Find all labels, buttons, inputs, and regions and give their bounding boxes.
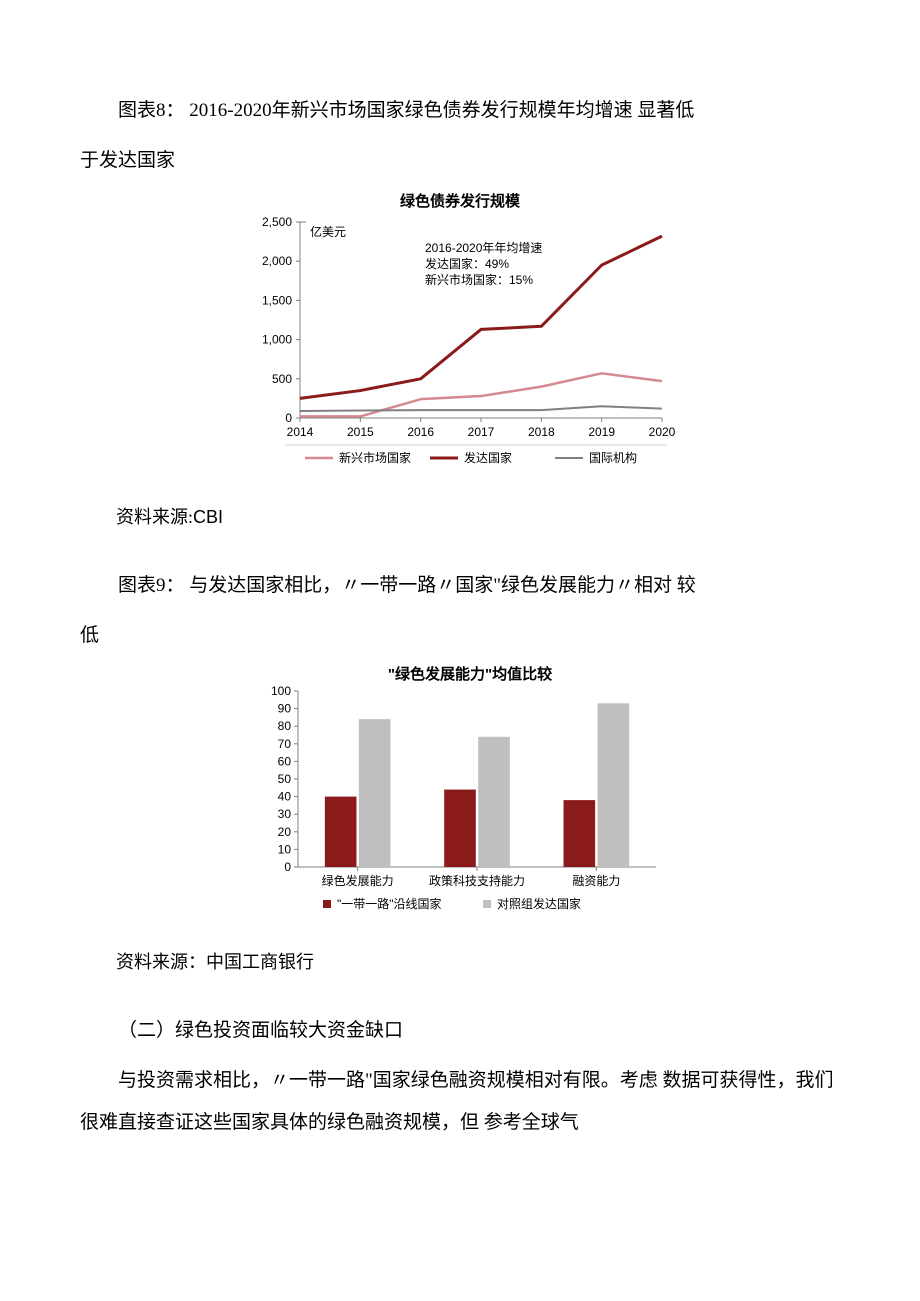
svg-text:40: 40 (278, 789, 292, 803)
source-label: 资料来源： (116, 952, 206, 972)
svg-text:"一带一路"沿线国家: "一带一路"沿线国家 (337, 896, 442, 911)
svg-text:新兴市场国家：15%: 新兴市场国家：15% (425, 272, 533, 287)
svg-text:对照组发达国家: 对照组发达国家 (497, 896, 581, 911)
svg-text:绿色发展能力: 绿色发展能力 (322, 873, 394, 888)
svg-text:亿美元: 亿美元 (310, 224, 346, 239)
source-label: 资料来源: (116, 507, 193, 527)
source-value: CBI (193, 507, 223, 527)
svg-text:2016: 2016 (407, 425, 434, 439)
document-page: 图表8： 2016-2020年新兴市场国家绿色债券发行规模年均增速 显著低 于发… (0, 0, 920, 1192)
figure8-chart-container: 绿色债券发行规模 0 500 1,000 1,500 2,000 2,500 亿美元 2016-… (80, 190, 840, 480)
svg-text:发达国家: 发达国家 (464, 450, 512, 465)
svg-text:0: 0 (285, 411, 292, 425)
svg-text:2018: 2018 (528, 425, 555, 439)
line-chart-green-bond-issuance: 绿色债券发行规模 0 500 1,000 1,500 2,000 2,500 亿美元 2016-… (240, 190, 680, 480)
svg-text:2015: 2015 (347, 425, 374, 439)
svg-text:10: 10 (278, 842, 292, 856)
source-value: 中国工商银行 (206, 952, 314, 972)
svg-text:政策科技支持能力: 政策科技支持能力 (429, 873, 525, 888)
svg-text:2,000: 2,000 (262, 254, 292, 268)
svg-text:发达国家：49%: 发达国家：49% (425, 256, 509, 271)
svg-text:1,000: 1,000 (262, 332, 292, 346)
svg-text:500: 500 (272, 371, 292, 385)
figure9-chart-container: "绿色发展能力"均值比较 0 10 20 30 40 50 60 70 80 90 100 绿色发展能力… (80, 665, 840, 925)
figure9-source: 资料来源：中国工商银行 (80, 943, 840, 983)
svg-text:2016-2020年年均增速: 2016-2020年年均增速 (425, 241, 542, 255)
svg-text:2020: 2020 (649, 425, 676, 439)
svg-text:1,500: 1,500 (262, 293, 292, 307)
figure8-source: 资料来源:CBI (80, 498, 840, 538)
svg-text:国际机构: 国际机构 (589, 450, 637, 465)
svg-text:30: 30 (278, 807, 292, 821)
svg-text:新兴市场国家: 新兴市场国家 (339, 450, 411, 465)
bar-chart-green-dev-capability: "绿色发展能力"均值比较 0 10 20 30 40 50 60 70 80 90 100 绿色发展能力… (250, 665, 670, 925)
body-paragraph: 与投资需求相比，〃一带一路"国家绿色融资规模相对有限。考虑 数据可获得性，我们很… (80, 1060, 840, 1144)
svg-text:绿色债券发行规模: 绿色债券发行规模 (400, 192, 521, 210)
figure9-caption-line2: 低 (80, 615, 840, 657)
figure8-caption-line1: 图表8： 2016-2020年新兴市场国家绿色债券发行规模年均增速 显著低 (80, 90, 840, 132)
svg-text:80: 80 (278, 719, 292, 733)
figure8-caption-line2: 于发达国家 (80, 140, 840, 182)
section-heading-2: （二）绿色投资面临较大资金缺口 (80, 1010, 840, 1052)
svg-text:50: 50 (278, 772, 292, 786)
svg-text:"绿色发展能力"均值比较: "绿色发展能力"均值比较 (388, 665, 552, 683)
figure9-caption-line1: 图表9： 与发达国家相比，〃一带一路〃国家"绿色发展能力〃相对 较 (80, 565, 840, 607)
svg-text:0: 0 (284, 860, 291, 874)
svg-text:2,500: 2,500 (262, 215, 292, 229)
svg-text:90: 90 (278, 701, 292, 715)
svg-text:2014: 2014 (287, 425, 314, 439)
svg-text:2019: 2019 (588, 425, 615, 439)
svg-text:2017: 2017 (468, 425, 495, 439)
svg-text:融资能力: 融资能力 (572, 874, 620, 888)
svg-text:60: 60 (278, 754, 292, 768)
svg-text:100: 100 (271, 684, 291, 698)
svg-text:70: 70 (278, 737, 292, 751)
svg-text:20: 20 (278, 825, 292, 839)
